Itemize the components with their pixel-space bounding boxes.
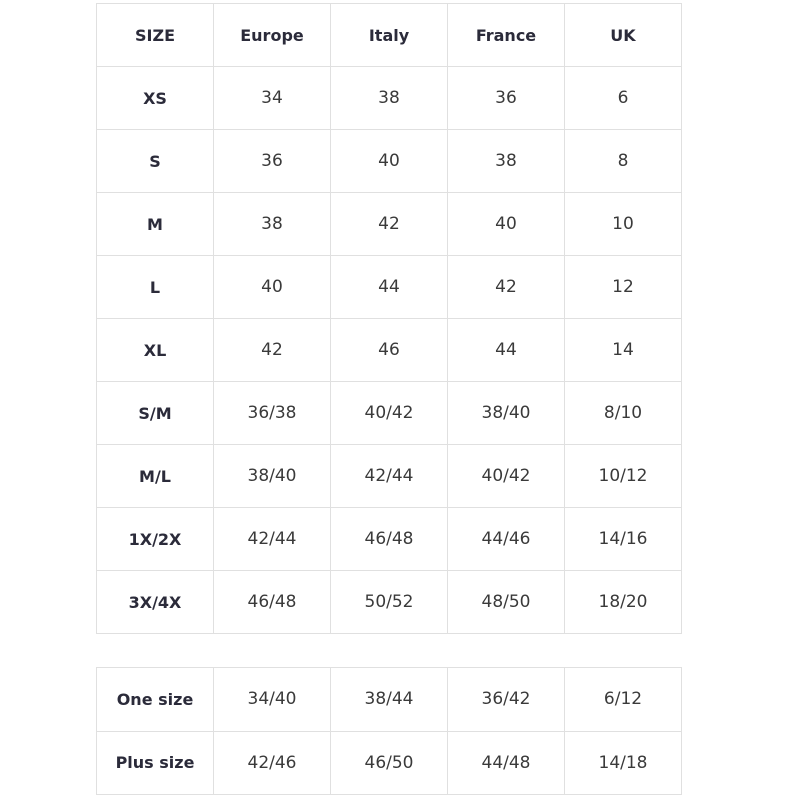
table-cell: 38 (447, 129, 565, 193)
size-label: M (96, 192, 214, 256)
table-row: S 36 40 38 8 (96, 129, 682, 193)
table-cell: 36/42 (447, 667, 565, 732)
table-cell: 36 (447, 66, 565, 130)
table-cell: 10 (564, 192, 682, 256)
table-cell: 40/42 (330, 381, 448, 445)
table-cell: 42 (330, 192, 448, 256)
table-cell: 34 (213, 66, 331, 130)
column-header: UK (564, 3, 682, 67)
size-label: 3X/4X (96, 570, 214, 634)
column-header: SIZE (96, 3, 214, 67)
table-cell: 40 (447, 192, 565, 256)
size-chart-table: SIZE Europe Italy France UK XS 34 38 36 6 S 36 40 38 8… (96, 3, 682, 634)
table-cell: 14 (564, 318, 682, 382)
column-header: France (447, 3, 565, 67)
table-cell: 18/20 (564, 570, 682, 634)
table-row: 1X/2X 42/44 46/48 44/46 14/16 (96, 507, 682, 571)
column-header: Europe (213, 3, 331, 67)
table-row: M/L 38/40 42/44 40/42 10/12 (96, 444, 682, 508)
table-cell: 46 (330, 318, 448, 382)
table-cell: 44/46 (447, 507, 565, 571)
size-label: L (96, 255, 214, 319)
table-row: L 40 44 42 12 (96, 255, 682, 319)
table-cell: 42/44 (330, 444, 448, 508)
size-label: S/M (96, 381, 214, 445)
table-cell: 36/38 (213, 381, 331, 445)
table-cell: 40/42 (447, 444, 565, 508)
table-cell: 6/12 (564, 667, 682, 732)
table-cell: 40 (330, 129, 448, 193)
table-row: XS 34 38 36 6 (96, 66, 682, 130)
size-label: XS (96, 66, 214, 130)
size-label: 1X/2X (96, 507, 214, 571)
table-row: 3X/4X 46/48 50/52 48/50 18/20 (96, 570, 682, 634)
table-row: S/M 36/38 40/42 38/40 8/10 (96, 381, 682, 445)
size-label: S (96, 129, 214, 193)
size-label: XL (96, 318, 214, 382)
size-label: Plus size (96, 730, 214, 795)
table-cell: 46/50 (330, 730, 448, 795)
table-cell: 8/10 (564, 381, 682, 445)
header-row: SIZE Europe Italy France UK (96, 3, 682, 67)
table-cell: 12 (564, 255, 682, 319)
table-cell: 44 (330, 255, 448, 319)
table-cell: 38/44 (330, 667, 448, 732)
table-cell: 50/52 (330, 570, 448, 634)
table-cell: 48/50 (447, 570, 565, 634)
column-header: Italy (330, 3, 448, 67)
table-cell: 6 (564, 66, 682, 130)
table-cell: 36 (213, 129, 331, 193)
table-cell: 42/46 (213, 730, 331, 795)
table-row: M 38 42 40 10 (96, 192, 682, 256)
table-cell: 42 (447, 255, 565, 319)
table-cell: 46/48 (213, 570, 331, 634)
size-label: One size (96, 667, 214, 732)
table-row: XL 42 46 44 14 (96, 318, 682, 382)
table-cell: 42 (213, 318, 331, 382)
table-cell: 10/12 (564, 444, 682, 508)
table-cell: 8 (564, 129, 682, 193)
table-cell: 38/40 (213, 444, 331, 508)
table-row: Plus size 42/46 46/50 44/48 14/18 (96, 730, 682, 795)
table-cell: 38 (330, 66, 448, 130)
table-cell: 44/48 (447, 730, 565, 795)
table-cell: 44 (447, 318, 565, 382)
table-cell: 42/44 (213, 507, 331, 571)
table-cell: 38 (213, 192, 331, 256)
table-cell: 14/18 (564, 730, 682, 795)
table-row: One size 34/40 38/44 36/42 6/12 (96, 667, 682, 732)
size-label: M/L (96, 444, 214, 508)
table-cell: 46/48 (330, 507, 448, 571)
table-cell: 40 (213, 255, 331, 319)
table-cell: 34/40 (213, 667, 331, 732)
extra-sizes-table: One size 34/40 38/44 36/42 6/12 Plus size 42/4… (96, 667, 682, 795)
table-cell: 14/16 (564, 507, 682, 571)
table-cell: 38/40 (447, 381, 565, 445)
